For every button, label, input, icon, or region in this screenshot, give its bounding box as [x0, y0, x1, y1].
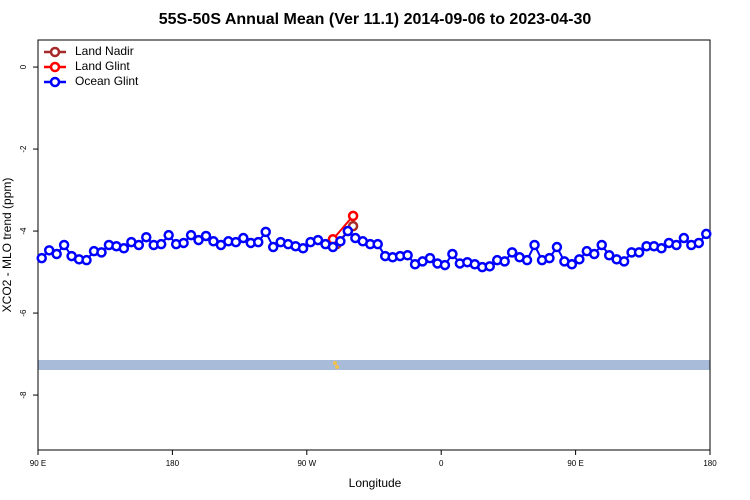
data-point	[529, 239, 540, 251]
y-tick-label: -8	[19, 391, 28, 399]
data-point	[51, 248, 62, 260]
data-point	[603, 250, 615, 261]
data-point	[118, 243, 130, 254]
data-point	[521, 254, 533, 266]
plot-frame	[37, 39, 711, 451]
data-point	[484, 261, 495, 272]
data-point	[402, 250, 413, 261]
data-point	[200, 230, 212, 242]
data-point	[312, 234, 324, 246]
y-tick-label: -4	[19, 227, 28, 235]
legend-label: Land Nadir	[75, 44, 134, 58]
data-point	[193, 234, 204, 246]
data-point	[81, 254, 92, 266]
data-point	[596, 239, 607, 251]
data-point	[342, 225, 354, 237]
data-point	[327, 241, 339, 253]
data-point	[551, 241, 563, 253]
x-tick-label: 0	[439, 459, 444, 468]
data-point	[372, 238, 383, 250]
data-point	[260, 226, 271, 238]
data-point	[178, 237, 189, 249]
data-point	[671, 239, 682, 251]
data-point	[678, 232, 690, 244]
x-tick-label: 180	[703, 459, 717, 468]
map-strip	[38, 360, 710, 370]
x-axis-label: Longitude	[349, 476, 402, 490]
x-tick-label: 90 W	[297, 459, 316, 468]
data-point	[544, 252, 555, 264]
legend-label: Land Glint	[75, 59, 130, 73]
chart-title: 55S-50S Annual Mean (Ver 11.1) 2014-09-0…	[159, 11, 592, 28]
data-point	[238, 232, 249, 244]
legend-marker	[49, 61, 61, 73]
data-point	[589, 248, 600, 260]
data-point	[58, 239, 70, 251]
data-point	[163, 229, 174, 241]
data-point	[499, 256, 510, 267]
x-tick-label: 90 E	[30, 459, 46, 468]
data-point	[656, 243, 667, 254]
data-point	[566, 259, 578, 270]
data-point	[133, 239, 145, 251]
data-point	[424, 252, 436, 264]
data-point	[297, 243, 309, 254]
map-land	[335, 365, 339, 369]
x-tick-label: 90 E	[567, 459, 583, 468]
data-point	[693, 237, 705, 249]
legend-label: Ocean Glint	[75, 74, 139, 88]
y-tick-label: -6	[19, 309, 28, 317]
data-point	[574, 254, 585, 265]
data-point	[253, 236, 264, 248]
map-land	[333, 361, 337, 365]
data-point	[141, 231, 152, 243]
data-point	[447, 248, 458, 260]
data-point	[36, 252, 47, 264]
data-point	[230, 236, 242, 248]
data-point	[267, 241, 279, 253]
data-point	[185, 229, 197, 241]
data-point	[439, 259, 451, 271]
y-axis-label: XCO2 - MLO trend (ppm)	[0, 178, 14, 313]
data-point	[506, 247, 518, 258]
y-tick-label: -2	[19, 145, 28, 153]
data-point	[347, 210, 359, 222]
y-tick-label: 0	[19, 64, 28, 69]
data-point	[96, 247, 107, 258]
x-tick-label: 180	[166, 459, 180, 468]
legend-marker	[49, 46, 61, 58]
data-point	[155, 238, 167, 250]
legend-marker	[49, 76, 61, 88]
data-point	[618, 256, 630, 267]
data-point	[335, 236, 346, 247]
data-point	[633, 247, 645, 258]
data-point	[701, 228, 712, 240]
